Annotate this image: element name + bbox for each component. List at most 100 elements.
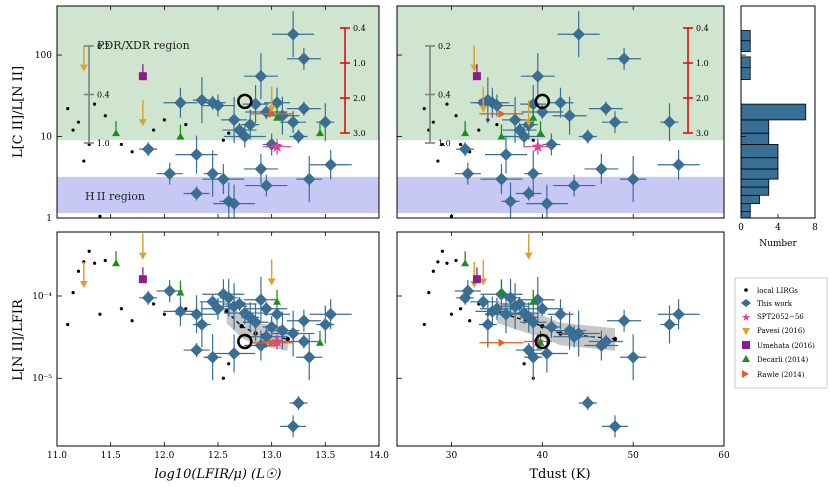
this-work-point xyxy=(608,420,622,433)
trend-point xyxy=(540,323,545,329)
spt-point xyxy=(531,140,544,152)
decarli-point xyxy=(536,129,545,137)
local-lirg-point xyxy=(454,114,458,118)
pavesi-point xyxy=(138,252,147,260)
spt-point xyxy=(270,140,284,152)
pavesi-point xyxy=(267,105,276,113)
this-work-point xyxy=(490,99,504,112)
legend-this-work-label: This work xyxy=(757,300,793,308)
pavesi-point xyxy=(470,64,479,72)
this-work-point xyxy=(141,142,155,156)
local-lirg-point xyxy=(436,159,440,163)
local-lirg-point xyxy=(436,260,440,264)
pdr-region-label: PDR/XDR region xyxy=(97,39,190,52)
local-lirg-point xyxy=(103,114,107,118)
this-work-point xyxy=(190,307,203,321)
histogram-bar xyxy=(740,144,779,159)
right-scale-bar-tr-label: 0.4 xyxy=(696,24,709,33)
region-group xyxy=(57,6,379,214)
local-lirg-point xyxy=(92,261,97,265)
pdr-xdr-region xyxy=(397,6,724,141)
this-work-point xyxy=(599,335,613,348)
this-work-point xyxy=(477,295,490,309)
decarli-point xyxy=(497,132,506,140)
pavesi-point xyxy=(79,280,88,288)
legend-box xyxy=(734,277,828,389)
right-scale-bar-label: 3.0 xyxy=(353,129,366,138)
local-lirg-point xyxy=(98,214,102,218)
rawle-point xyxy=(268,338,276,347)
legend-rawle-label: Rawle (2014) xyxy=(757,371,805,379)
trend-point xyxy=(285,336,290,342)
left-scale-bar-tr-label: 0.2 xyxy=(438,42,451,51)
umehata-point xyxy=(472,275,481,284)
decarli-point xyxy=(536,338,545,346)
this-work-point xyxy=(536,302,549,316)
local-lirg-point xyxy=(130,150,134,154)
decarli-point xyxy=(112,129,121,137)
local-lirg-point xyxy=(76,120,81,124)
hist-x-tick-label: 8 xyxy=(812,223,818,233)
histogram-bar xyxy=(740,186,770,196)
this-work-point xyxy=(626,350,640,364)
this-work-point xyxy=(540,197,554,210)
decarli-point xyxy=(529,297,538,305)
local-lirg-point xyxy=(119,307,123,311)
highlight-circle xyxy=(534,93,551,110)
legend-this-work-marker xyxy=(741,299,751,307)
local-lirg-point xyxy=(92,102,97,106)
this-work-point xyxy=(233,297,246,311)
this-work-point xyxy=(292,396,305,410)
this-work-point xyxy=(297,102,311,115)
umehata-point xyxy=(138,72,147,81)
local-lirg-point xyxy=(184,307,188,311)
ticks: 11.0 11.5 12.0 12.5 13.0 13.5 14.0 30 40 50 600 4 81… xyxy=(32,6,818,461)
decarli-point xyxy=(273,297,282,305)
this-work-point xyxy=(672,158,685,172)
this-work-point xyxy=(292,130,305,143)
legend-decarli-label: Decarli (2014) xyxy=(757,356,808,364)
local-lirg-point xyxy=(152,302,156,306)
local-lirg-point xyxy=(477,128,481,132)
this-work-point xyxy=(190,148,203,161)
local-lirg-point xyxy=(422,107,426,111)
this-work-point xyxy=(522,187,535,200)
panel-data-2 xyxy=(66,233,352,438)
x-tick-label: 11.0 xyxy=(47,451,67,461)
this-work-point xyxy=(297,314,311,328)
pdr-xdr-region xyxy=(57,6,379,141)
this-work-point xyxy=(270,307,284,321)
this-work-point xyxy=(190,187,203,200)
decarli-point xyxy=(461,129,470,137)
histogram-bar xyxy=(740,178,770,188)
this-work-point xyxy=(302,172,316,186)
histogram-x-axis-label: Number xyxy=(759,239,797,249)
histogram-bar xyxy=(740,40,751,53)
hii-region xyxy=(397,176,724,214)
this-work-point xyxy=(206,295,219,309)
panel-data-3 xyxy=(422,233,700,438)
this-work-point xyxy=(567,330,581,343)
this-work-point xyxy=(554,307,567,321)
histogram-bar xyxy=(740,103,807,121)
legend-spt-label: SPT2052−56 xyxy=(757,313,804,321)
local-lirg-point xyxy=(431,120,435,124)
left-scale-bar-tr-label: 1.0 xyxy=(438,139,451,148)
pavesi-point xyxy=(267,278,276,286)
this-work-point xyxy=(217,172,230,186)
local-lirg-point xyxy=(162,118,166,122)
bottom-y-tick-label: 10⁻⁵ xyxy=(32,374,52,384)
this-work-point xyxy=(608,115,622,129)
decarli-point xyxy=(273,113,282,121)
this-work-point xyxy=(581,130,595,143)
histogram-bar xyxy=(740,30,751,42)
this-work-point xyxy=(545,138,558,151)
this-work-point xyxy=(536,105,549,119)
pavesi-point xyxy=(524,252,533,260)
local-lirg-point xyxy=(427,290,431,295)
rawle-point xyxy=(268,109,276,118)
histogram-bar xyxy=(740,194,760,205)
this-work-point xyxy=(190,343,203,357)
highlight-circle xyxy=(237,93,253,110)
local-lirg-point xyxy=(66,322,70,327)
